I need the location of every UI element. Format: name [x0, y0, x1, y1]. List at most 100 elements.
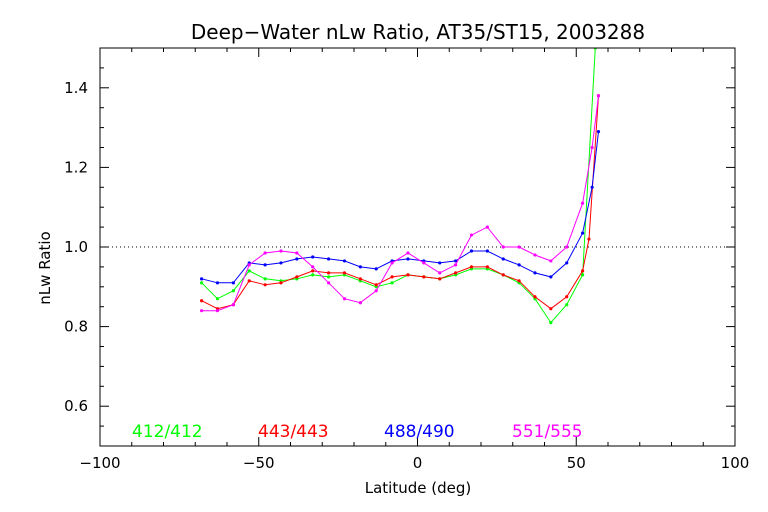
- data-point: [327, 281, 331, 285]
- data-point: [263, 263, 267, 267]
- legend-entry-2: 443/443: [258, 422, 329, 442]
- data-point: [590, 185, 594, 189]
- data-point: [533, 295, 537, 299]
- y-tick-label: 0.6: [64, 397, 88, 415]
- data-point: [311, 255, 315, 259]
- y-tick-label: 0.8: [64, 318, 88, 336]
- data-point: [596, 129, 601, 134]
- data-point: [422, 261, 426, 265]
- data-point: [438, 271, 442, 275]
- data-point: [438, 261, 442, 265]
- data-point: [469, 265, 474, 269]
- data-point: [390, 275, 394, 279]
- chart-title: Deep−Water nLw Ratio, AT35/ST15, 2003288: [191, 20, 645, 44]
- data-point: [549, 275, 553, 279]
- data-point: [581, 231, 585, 235]
- data-point: [295, 275, 299, 279]
- data-point: [279, 261, 283, 265]
- data-point: [200, 277, 204, 281]
- data-point: [358, 265, 362, 269]
- data-point: [215, 309, 220, 313]
- data-point: [327, 257, 331, 261]
- data-point: [485, 249, 489, 253]
- data-point: [454, 259, 458, 263]
- series-1: [200, 48, 597, 325]
- y-axis-label: nLw Ratio: [36, 231, 54, 304]
- data-point: [581, 269, 585, 273]
- data-point: [501, 257, 505, 261]
- x-tick-label: −100: [79, 454, 120, 472]
- data-point: [311, 269, 315, 273]
- data-point: [517, 279, 521, 283]
- data-point: [200, 299, 204, 303]
- x-tick-label: 100: [721, 454, 750, 472]
- data-point: [581, 201, 585, 205]
- data-point: [501, 273, 505, 277]
- data-point: [231, 289, 235, 293]
- data-point: [596, 94, 601, 98]
- data-point: [295, 251, 299, 255]
- x-tick-label: 50: [567, 454, 586, 472]
- data-point: [295, 257, 299, 261]
- data-point: [263, 277, 267, 281]
- data-point: [327, 275, 331, 279]
- data-point: [342, 259, 347, 263]
- data-point: [358, 277, 362, 281]
- axes-layer: −100 −50 0 50 100 0.6 0.8 1.0 1.2 1.4: [64, 47, 750, 472]
- legend-entry-4: 551/555: [512, 422, 583, 442]
- data-point: [200, 309, 204, 313]
- data-point: [215, 297, 220, 301]
- data-point: [311, 265, 315, 269]
- data-point: [231, 281, 235, 285]
- data-point: [311, 273, 315, 277]
- data-point: [581, 273, 585, 277]
- data-point: [279, 281, 283, 285]
- series-line: [201, 131, 599, 284]
- data-point: [374, 283, 378, 287]
- legend-entry-1: 412/412: [132, 422, 203, 442]
- data-point: [565, 303, 569, 307]
- data-point: [517, 245, 521, 249]
- series-layer: [200, 48, 601, 325]
- x-axis-label: Latitude (deg): [365, 479, 471, 497]
- data-point: [247, 269, 251, 273]
- data-point: [438, 277, 442, 281]
- data-point: [549, 321, 553, 325]
- data-point: [374, 289, 378, 293]
- data-point: [358, 301, 362, 305]
- series-2: [200, 94, 601, 311]
- data-point: [406, 251, 410, 255]
- data-point: [469, 233, 474, 237]
- data-point: [390, 281, 394, 285]
- data-point: [533, 253, 537, 257]
- data-point: [200, 281, 204, 285]
- plot-frame: [99, 47, 736, 447]
- data-point: [279, 249, 283, 253]
- data-point: [231, 303, 235, 307]
- data-point: [517, 263, 521, 267]
- y-tick-label: 1.2: [64, 158, 88, 176]
- data-point: [485, 225, 489, 229]
- series-3: [200, 129, 601, 285]
- legend-entry-3: 488/490: [384, 422, 455, 442]
- data-point: [374, 267, 378, 271]
- data-point: [247, 279, 251, 283]
- data-point: [565, 261, 569, 265]
- series-4: [200, 94, 601, 313]
- data-point: [215, 281, 220, 285]
- data-point: [565, 245, 569, 249]
- data-point: [501, 245, 505, 249]
- data-point: [406, 273, 410, 277]
- data-point: [565, 295, 569, 299]
- data-point: [390, 261, 394, 265]
- data-point: [469, 249, 474, 253]
- data-point: [327, 271, 331, 275]
- data-point: [485, 265, 489, 269]
- data-point: [263, 251, 267, 255]
- data-point: [422, 275, 426, 279]
- data-point: [533, 271, 537, 275]
- data-point: [342, 271, 347, 275]
- series-line: [201, 48, 596, 324]
- y-tick-label: 1.4: [64, 79, 88, 97]
